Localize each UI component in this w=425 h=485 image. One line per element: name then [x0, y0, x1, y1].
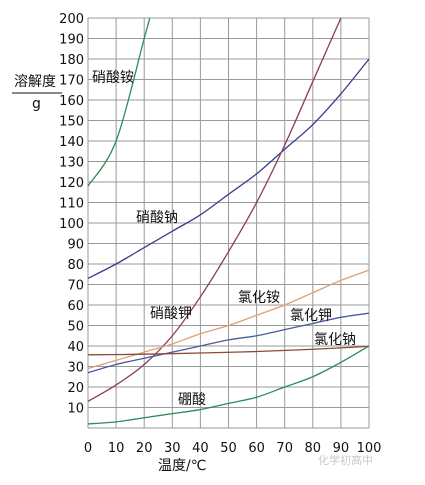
y-tick-label: 40 [67, 340, 84, 355]
series-line-0 [87, 17, 151, 187]
curve-label-0: 硝酸铵 [92, 70, 134, 86]
y-tick-label: 200 [59, 12, 84, 27]
y-tick-label: 170 [59, 74, 84, 89]
y-tick-labels: 10 20 30 40 50 60 70 80 90 100 110 120 130 140 150 160 1… [59, 12, 84, 417]
x-tick-label: 100 [357, 441, 382, 456]
x-tick-label: 40 [192, 441, 209, 456]
series-line-2 [87, 17, 342, 402]
y-tick-label: 60 [67, 299, 84, 314]
curve-label-2: 硝酸钾 [150, 306, 192, 322]
y-tick-label: 100 [59, 217, 84, 232]
y-tick-label: 120 [59, 176, 84, 191]
curve-label-1: 硝酸钠 [136, 210, 178, 226]
y-tick-label: 80 [67, 258, 84, 273]
solubility-curves [87, 17, 370, 425]
y-tick-label: 140 [59, 135, 84, 150]
grid-lines [87, 17, 370, 429]
y-tick-label: 30 [67, 361, 84, 376]
series-line-1 [87, 58, 370, 279]
y-tick-label: 160 [59, 94, 84, 109]
y-tick-label: 50 [67, 320, 84, 335]
y-tick-label: 110 [59, 197, 84, 212]
y-tick-label: 190 [59, 33, 84, 48]
series-line-4 [87, 312, 370, 374]
y-tick-label: 20 [67, 381, 84, 396]
curve-label-3: 氯化铵 [238, 290, 280, 306]
x-tick-label: 30 [164, 441, 181, 456]
y-axis-label-top: 溶解度 [14, 74, 56, 90]
curve-label-5: 氯化钠 [314, 332, 356, 348]
x-tick-label: 50 [220, 441, 237, 456]
y-tick-label: 10 [67, 402, 84, 417]
x-tick-label: 70 [276, 441, 293, 456]
series-line-5 [87, 345, 370, 356]
x-tick-label: 0 [84, 441, 92, 456]
curve-label-4: 氯化钾 [290, 308, 332, 324]
y-tick-label: 90 [67, 238, 84, 253]
y-tick-label: 150 [59, 115, 84, 130]
y-tick-label: 130 [59, 156, 84, 171]
x-tick-label: 90 [333, 441, 350, 456]
x-tick-label: 80 [305, 441, 322, 456]
series-line-6 [87, 345, 370, 425]
x-tick-label: 60 [248, 441, 265, 456]
curve-label-6: 硼酸 [178, 392, 206, 408]
x-tick-labels: 0 10 20 30 40 50 60 70 80 90 100 [84, 441, 382, 456]
y-tick-label: 180 [59, 53, 84, 68]
watermark-text: 化学初高中 [318, 454, 373, 467]
y-tick-label: 70 [67, 279, 84, 294]
x-tick-label: 10 [108, 441, 125, 456]
x-tick-label: 20 [136, 441, 153, 456]
y-axis-label-bottom: g [32, 96, 41, 112]
x-axis-label: 温度/℃ [158, 458, 206, 474]
